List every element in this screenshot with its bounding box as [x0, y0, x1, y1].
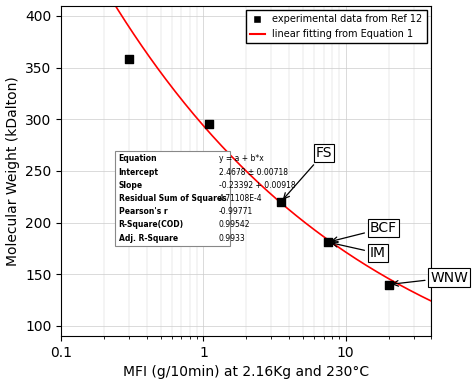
- Text: y = a + b*x
2.4678 ± 0.00718
-0.23392 + 0.00918
4.71108E-4
-0.99771
0.99542
0.99: y = a + b*x 2.4678 ± 0.00718 -0.23392 + …: [219, 154, 295, 243]
- Text: FS: FS: [283, 146, 332, 199]
- Y-axis label: Molecular Weight (kDalton): Molecular Weight (kDalton): [6, 76, 19, 266]
- Point: [324, 239, 332, 245]
- Text: BCF: BCF: [332, 221, 397, 243]
- Text: Equation
Intercept
Slope
Residual Sum of Squares
Pearson's r
R-Square(COD)
Adj. : Equation Intercept Slope Residual Sum of…: [118, 154, 226, 243]
- Point: [125, 56, 133, 62]
- Point: [385, 281, 392, 288]
- Text: IM: IM: [332, 241, 386, 260]
- Legend: experimental data from Ref 12, linear fitting from Equation 1: experimental data from Ref 12, linear fi…: [246, 10, 427, 43]
- Text: WNW: WNW: [393, 271, 468, 286]
- X-axis label: MFI (g/10min) at 2.16Kg and 230°C: MFI (g/10min) at 2.16Kg and 230°C: [123, 365, 369, 380]
- Point: [277, 199, 285, 205]
- Point: [206, 121, 213, 127]
